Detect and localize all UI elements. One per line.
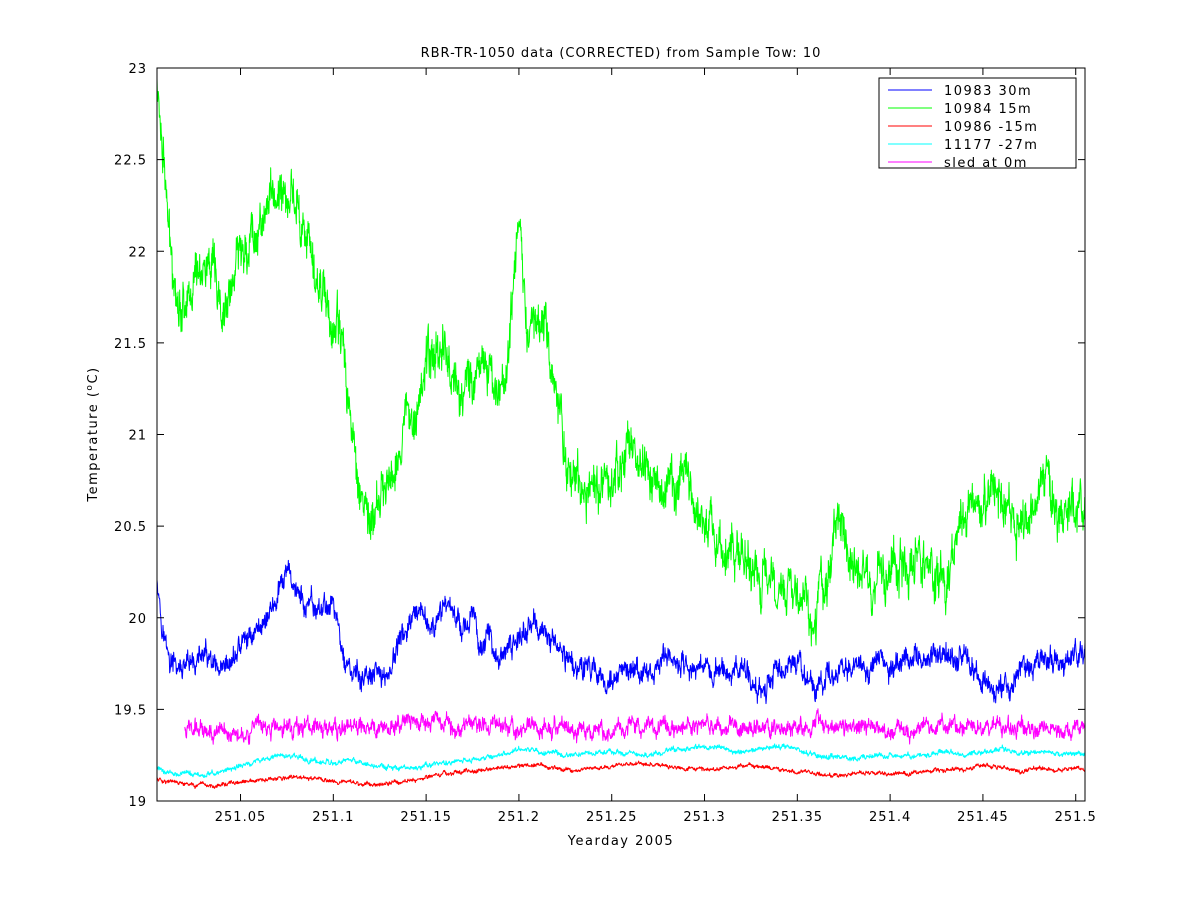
x-tick-label: 251.5: [1055, 810, 1097, 825]
y-axis-label: Temperature (oC): [85, 366, 101, 502]
series-line-1: [157, 78, 1085, 647]
y-axis-label-start: Temperature (: [86, 391, 101, 503]
y-tick-label: 21: [128, 429, 147, 444]
y-tick-label: 22: [128, 245, 147, 260]
legend-label: 11177 -27m: [944, 138, 1038, 153]
x-tick-label: 251.1: [312, 810, 354, 825]
legend-label: sled at 0m: [944, 156, 1028, 171]
chart-title: RBR-TR-1050 data (CORRECTED) from Sample…: [421, 46, 822, 61]
x-axis-label: Yearday 2005: [567, 834, 674, 849]
y-axis-label-degree: o: [85, 384, 95, 391]
x-tick-label: 251.15: [400, 810, 452, 825]
x-tick-label: 251.25: [586, 810, 638, 825]
x-tick-label: 251.4: [869, 810, 911, 825]
y-tick-label: 20: [128, 612, 147, 627]
legend-box: [878, 77, 1077, 169]
y-tick-label: 22.5: [114, 154, 147, 169]
x-tick-label: 251.2: [498, 810, 540, 825]
x-tick-label: 251.45: [957, 810, 1009, 825]
y-tick-label: 21.5: [114, 337, 147, 352]
y-tick-label: 20.5: [114, 520, 147, 535]
series-line-3: [157, 743, 1085, 779]
series-line-2: [157, 760, 1085, 789]
y-tick-label: 19: [128, 795, 147, 810]
series-layer: [157, 78, 1085, 789]
legend-label: 10984 15m: [944, 102, 1032, 117]
series-line-0: [157, 559, 1085, 705]
legend-label: 10986 -15m: [944, 120, 1038, 135]
series-line-4: [184, 708, 1085, 745]
x-tick-label: 251.3: [683, 810, 725, 825]
legend: 10983 30m 10984 15m 10986 -15m 11177 -27m sl…: [878, 77, 1077, 171]
y-axis-label-end: C): [86, 366, 101, 383]
legend-label: 10983 30m: [944, 84, 1032, 99]
y-tick-label: 19.5: [114, 703, 147, 718]
y-tick-label: 23: [128, 62, 147, 77]
x-tick-label: 251.35: [772, 810, 824, 825]
x-tick-label: 251.05: [215, 810, 267, 825]
tick-layer: 251.05 251.1 251.15 251.2 251.25 251.3 251.35 2…: [114, 62, 1097, 825]
